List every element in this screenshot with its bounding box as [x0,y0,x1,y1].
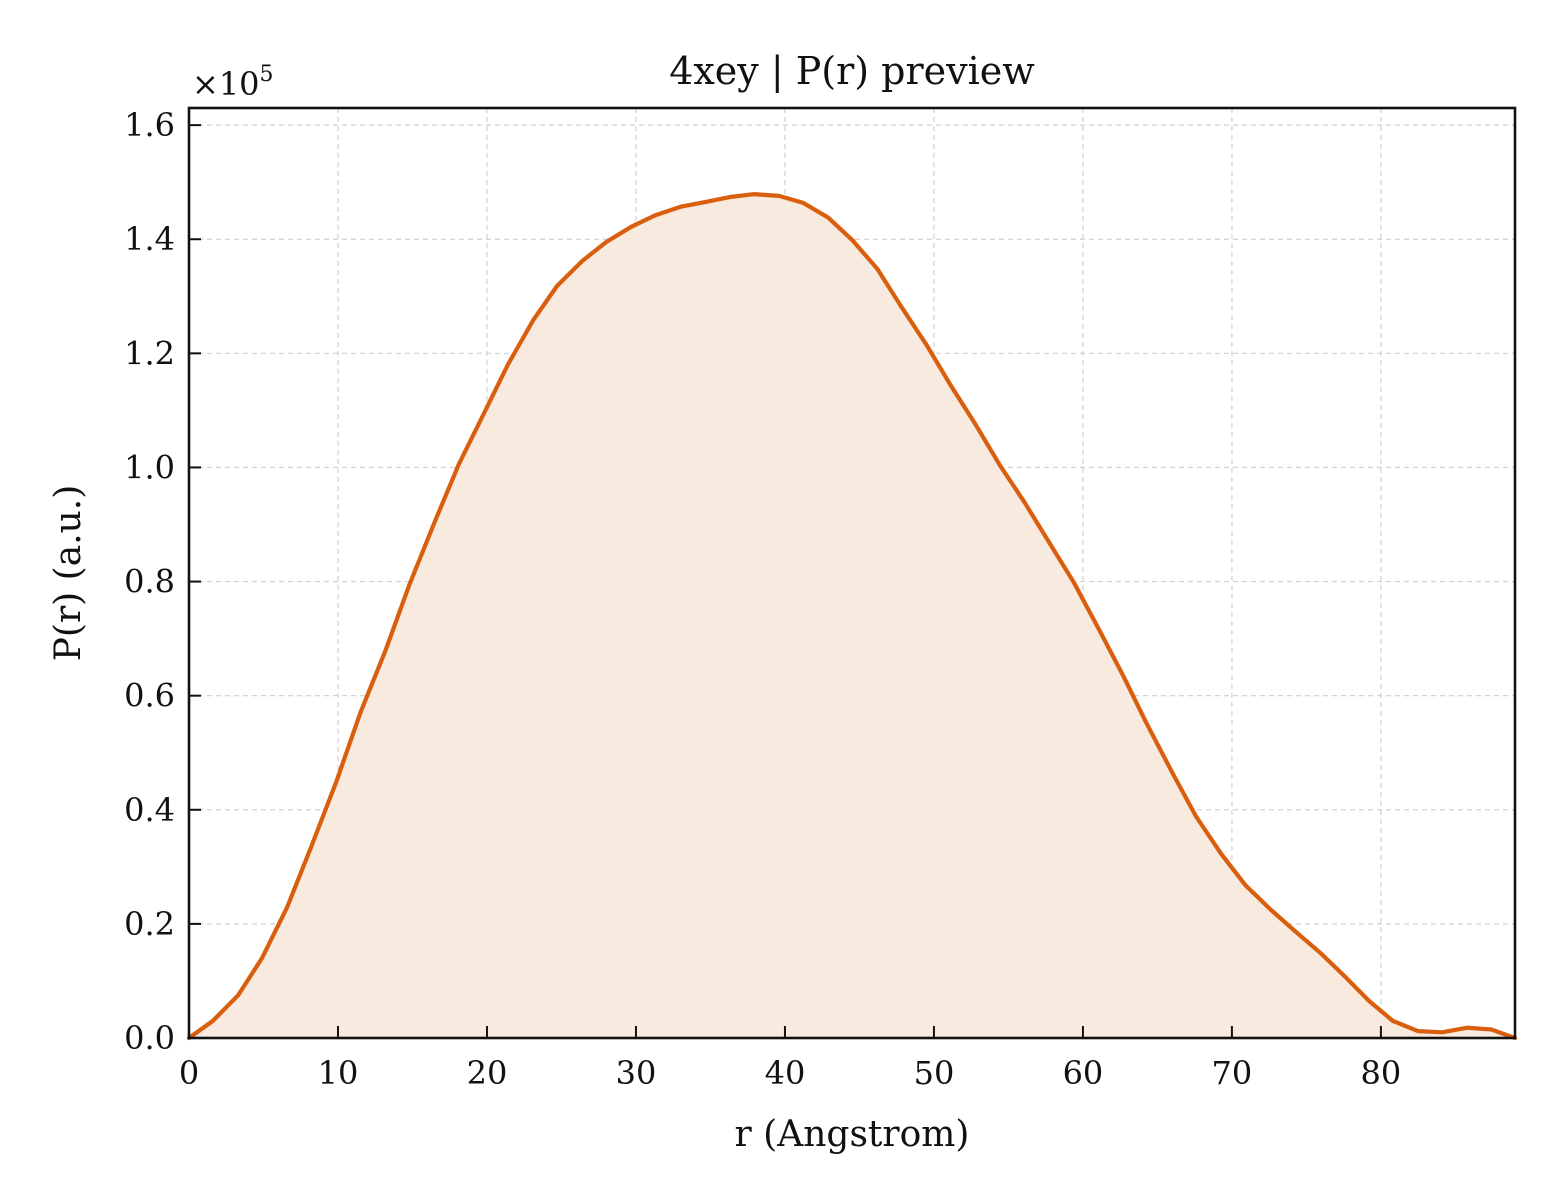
plot-frame [187,106,1517,1040]
y-tick-label: 0.8 [124,563,175,601]
x-tick-label: 20 [467,1054,508,1092]
x-tick-label: 0 [179,1054,199,1092]
x-tick-label: 10 [318,1054,359,1092]
y-tick-label: 0.2 [124,905,175,943]
x-tick-label: 70 [1212,1054,1253,1092]
x-tick-label: 50 [914,1054,955,1092]
tick-marks [188,124,1382,1039]
y-axis-label: P(r) (a.u.) [48,485,89,662]
y-tick-label: 1.0 [124,448,175,486]
x-tick-label: 60 [1063,1054,1104,1092]
chart-title: 4xey | P(r) preview [669,49,1035,93]
y-tick-label: 0.0 [124,1019,175,1057]
y-tick-label: 0.6 [124,677,175,715]
y-tick-label: 1.6 [124,106,175,144]
y-axis-multiplier: ×105 [192,62,274,103]
y-tick-labels: 0.0 0.2 0.4 0.6 0.8 1.0 1.2 1.4 1.6 [124,106,175,1057]
y-tick-label: 1.2 [124,334,175,372]
x-tick-labels: 0 10 20 30 40 50 60 70 80 [179,1054,1401,1092]
x-tick-label: 30 [616,1054,657,1092]
y-tick-label: 0.4 [124,791,175,829]
area-fill [189,194,1515,1038]
y-multiplier-prefix: ×10 [192,65,260,103]
x-axis-label: r (Angstrom) [735,1114,970,1155]
y-multiplier-exponent: 5 [260,62,274,87]
x-tick-label: 80 [1361,1054,1402,1092]
x-tick-label: 40 [765,1054,806,1092]
series-line [186,192,1518,1041]
y-tick-label: 1.4 [124,220,175,258]
